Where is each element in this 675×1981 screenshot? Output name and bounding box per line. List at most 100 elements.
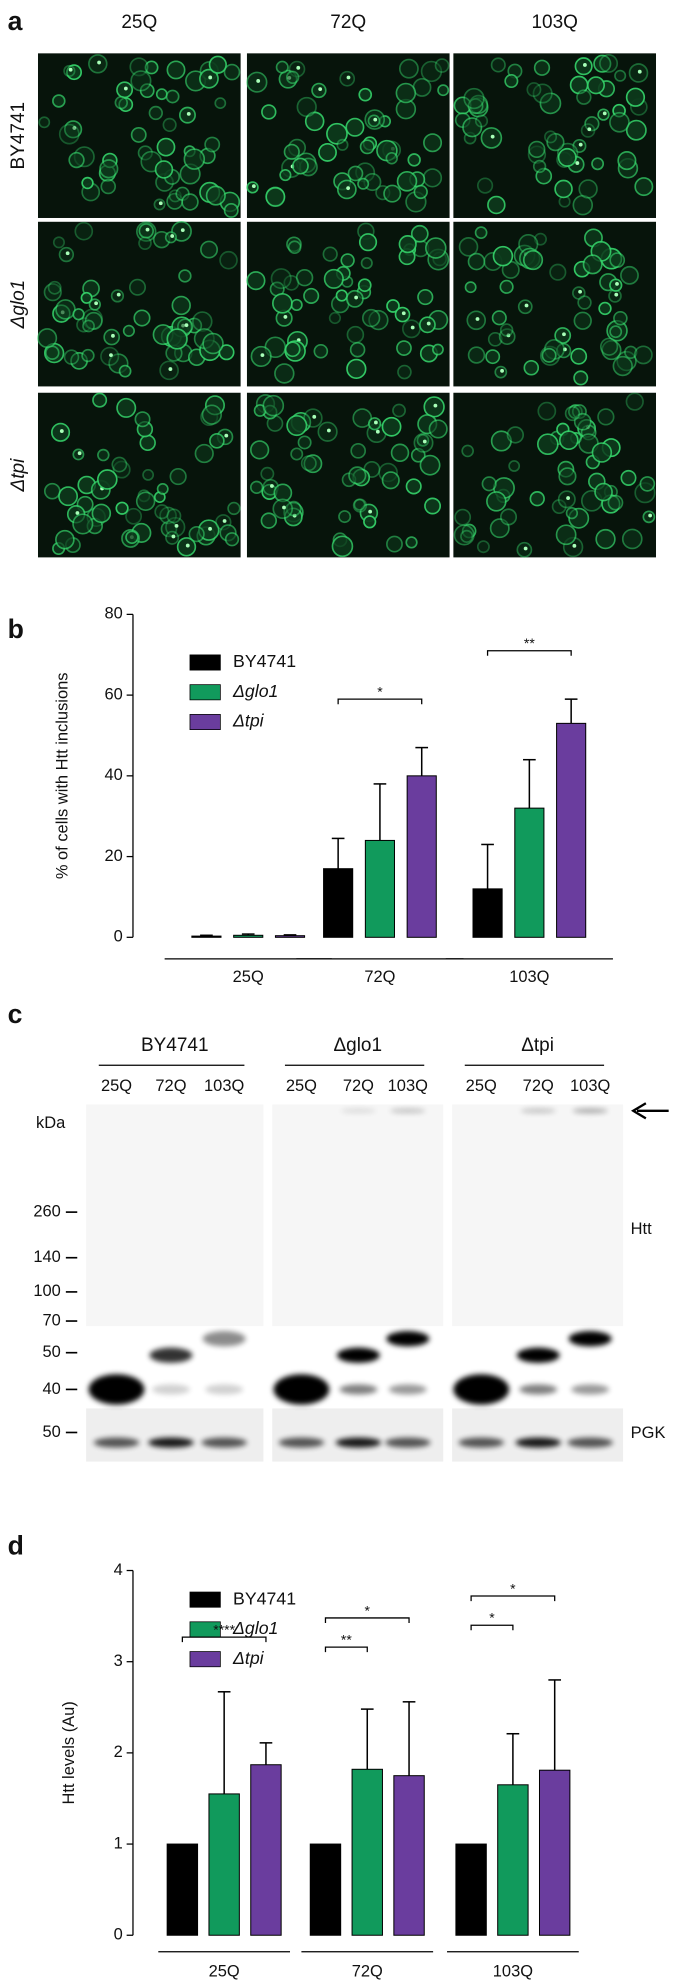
cell [558, 430, 579, 451]
cell [532, 83, 553, 104]
inclusion [282, 505, 286, 510]
band [384, 1437, 431, 1448]
cell [165, 89, 180, 104]
cell [349, 341, 366, 358]
cell [358, 87, 373, 102]
cell [139, 434, 156, 451]
cell [283, 143, 300, 160]
band-label: PGK [631, 1424, 666, 1442]
band [93, 1437, 140, 1448]
error-bar [523, 758, 536, 809]
band [390, 1108, 426, 1114]
cell [214, 97, 227, 109]
cell [489, 518, 510, 539]
cell [209, 433, 225, 449]
inclusion [426, 321, 431, 326]
inclusion [208, 526, 212, 531]
cell [490, 57, 506, 73]
bar [208, 1793, 240, 1936]
cell [348, 466, 367, 485]
cell [290, 298, 303, 311]
y-tick-label: 40 [105, 766, 123, 784]
cell [357, 278, 372, 293]
inclusion [566, 496, 570, 500]
x-tick-label: 25Q [233, 968, 264, 986]
cell [410, 224, 429, 243]
cell [395, 82, 417, 104]
x-tick-label: 72Q [364, 968, 395, 986]
cell [476, 540, 490, 554]
inclusion [145, 227, 150, 232]
x-tick-label: 25Q [209, 1962, 240, 1980]
cell [396, 171, 418, 192]
cell [463, 87, 485, 110]
significance-label: ** [524, 635, 535, 651]
cell [577, 295, 592, 310]
cell [328, 311, 342, 325]
cell [139, 83, 155, 99]
inclusion [251, 184, 256, 189]
band [88, 1374, 145, 1405]
cell [425, 237, 447, 259]
cell [300, 455, 317, 472]
cell [295, 268, 314, 287]
cell [261, 104, 277, 120]
cell [544, 130, 558, 144]
cell [91, 503, 112, 524]
cell [407, 153, 421, 167]
legend-swatch [189, 714, 221, 730]
cell [537, 401, 557, 421]
y-tick-label: 20 [105, 847, 123, 865]
cell [290, 447, 304, 461]
y-tick-label: 0 [114, 928, 123, 946]
cell [82, 319, 95, 333]
lane-label: 72Q [523, 1077, 554, 1095]
cell [47, 280, 62, 295]
cell [284, 341, 301, 358]
cell [617, 151, 637, 171]
cell [564, 405, 581, 422]
error-bar [259, 1742, 273, 1765]
cell [363, 515, 377, 529]
x-tick-label: 103Q [493, 1962, 533, 1980]
inclusion [109, 353, 113, 357]
column-label: 25Q [121, 12, 157, 33]
cell [283, 274, 300, 291]
cell [249, 480, 264, 495]
cell [423, 133, 443, 153]
inclusion [158, 201, 163, 206]
cell [68, 151, 85, 169]
legend-label: BY4741 [233, 1588, 296, 1608]
inclusion [346, 186, 351, 191]
cell [437, 84, 450, 97]
cell [586, 76, 605, 95]
error-bar [506, 1732, 520, 1785]
cell [612, 355, 633, 377]
cell [523, 359, 540, 376]
cell [582, 254, 603, 275]
error-bar [331, 837, 345, 869]
error-bar [241, 933, 255, 936]
cell [499, 279, 514, 294]
y-axis-label: % of cells with Htt inclusions [54, 673, 72, 880]
significance-bracket [181, 1636, 267, 1643]
cell [154, 504, 170, 520]
cell [613, 310, 628, 326]
panel-label: d [8, 1531, 24, 1561]
bar [455, 1843, 487, 1936]
legend-swatch [189, 1651, 221, 1668]
cell [260, 466, 275, 481]
cell [595, 528, 616, 550]
cell [598, 301, 612, 316]
cell [171, 295, 191, 316]
cell [474, 114, 489, 128]
cell [491, 310, 507, 326]
cell [428, 419, 448, 439]
cell [410, 447, 426, 463]
cell [205, 185, 226, 206]
western-blot: BY4741 25Q 72Q 103Q Δglo1 25Q 72Q 103Q Δtpi 25Q 72… [33, 1035, 669, 1462]
cell [100, 178, 117, 195]
inclusion [410, 325, 415, 330]
cell [381, 416, 402, 437]
cell [336, 138, 349, 151]
